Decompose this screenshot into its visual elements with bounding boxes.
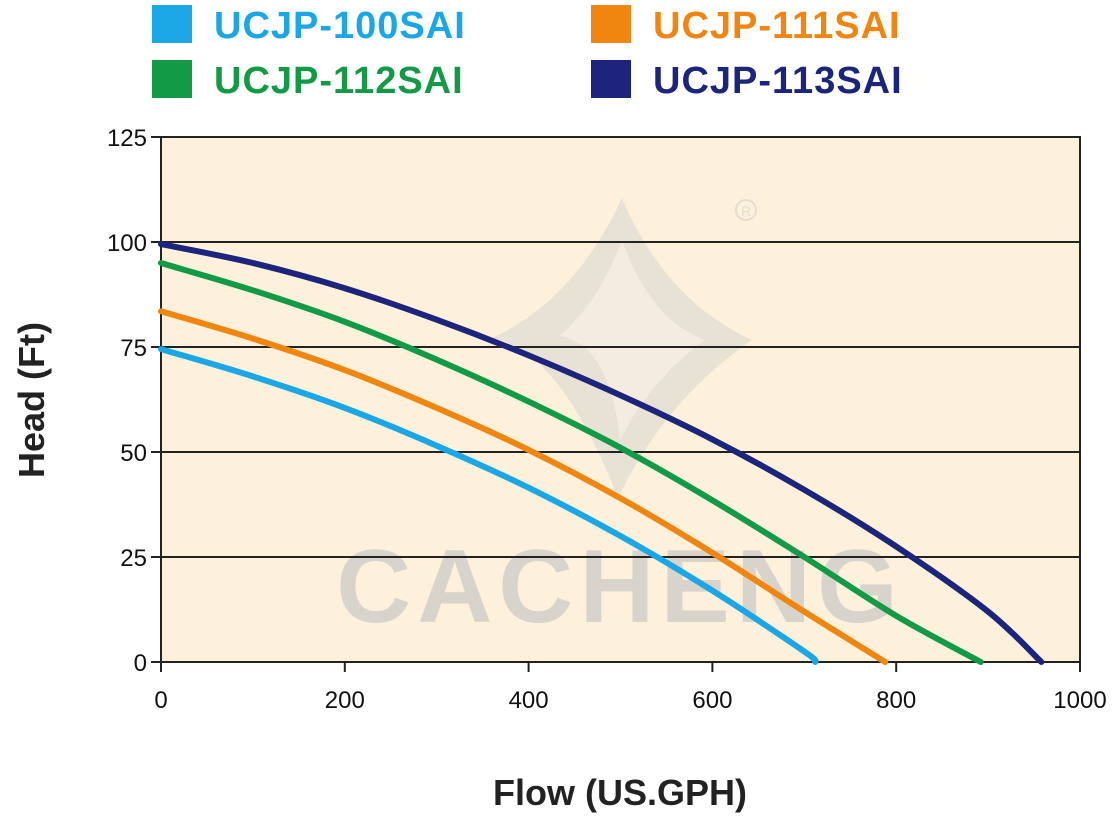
y-axis: 0 25 50 75 100 125 [107,125,161,677]
y-tick-label: 100 [107,230,147,257]
legend-swatch-ucjp-111sai [591,5,631,43]
legend-swatch-ucjp-113sai [591,60,631,98]
grid-lines [161,241,1080,558]
series-line-ucjp-112sai [158,260,984,665]
x-axis-title: Flow (US.GPH) [493,772,747,813]
legend-swatch-ucjp-112sai [152,60,192,98]
x-tick-label: 800 [876,687,916,714]
legend: UCJP-100SAI UCJP-111SAI UCJP-112SAI UCJP… [152,5,903,102]
x-tick-label: 0 [154,687,167,714]
legend-label-ucjp-113sai: UCJP-113SAI [653,60,903,102]
y-tick-label: 25 [120,545,147,572]
series-line-ucjp-113sai [158,241,1045,665]
y-axis-title: Head (Ft) [11,322,52,478]
x-tick-label: 200 [325,687,365,714]
legend-swatch-ucjp-100sai [152,5,192,43]
y-tick-label: 125 [107,125,147,152]
series-line-ucjp-100sai [158,346,819,665]
legend-label-ucjp-112sai: UCJP-112SAI [214,60,464,102]
y-tick-label: 75 [120,335,147,362]
watermark-text: CACHENG [336,529,904,645]
legend-label-ucjp-111sai: UCJP-111SAI [653,5,901,47]
y-tick-label: 0 [134,650,147,677]
series-line-ucjp-111sai [158,308,889,665]
x-tick-label: 600 [692,687,732,714]
legend-label-ucjp-100sai: UCJP-100SAI [214,5,466,47]
svg-text:R: R [741,203,751,219]
y-tick-label: 50 [120,440,147,467]
x-axis: 0 200 400 600 800 1000 [154,662,1107,714]
x-tick-label: 400 [509,687,549,714]
x-tick-label: 1000 [1053,687,1106,714]
series-lines [158,241,1045,665]
